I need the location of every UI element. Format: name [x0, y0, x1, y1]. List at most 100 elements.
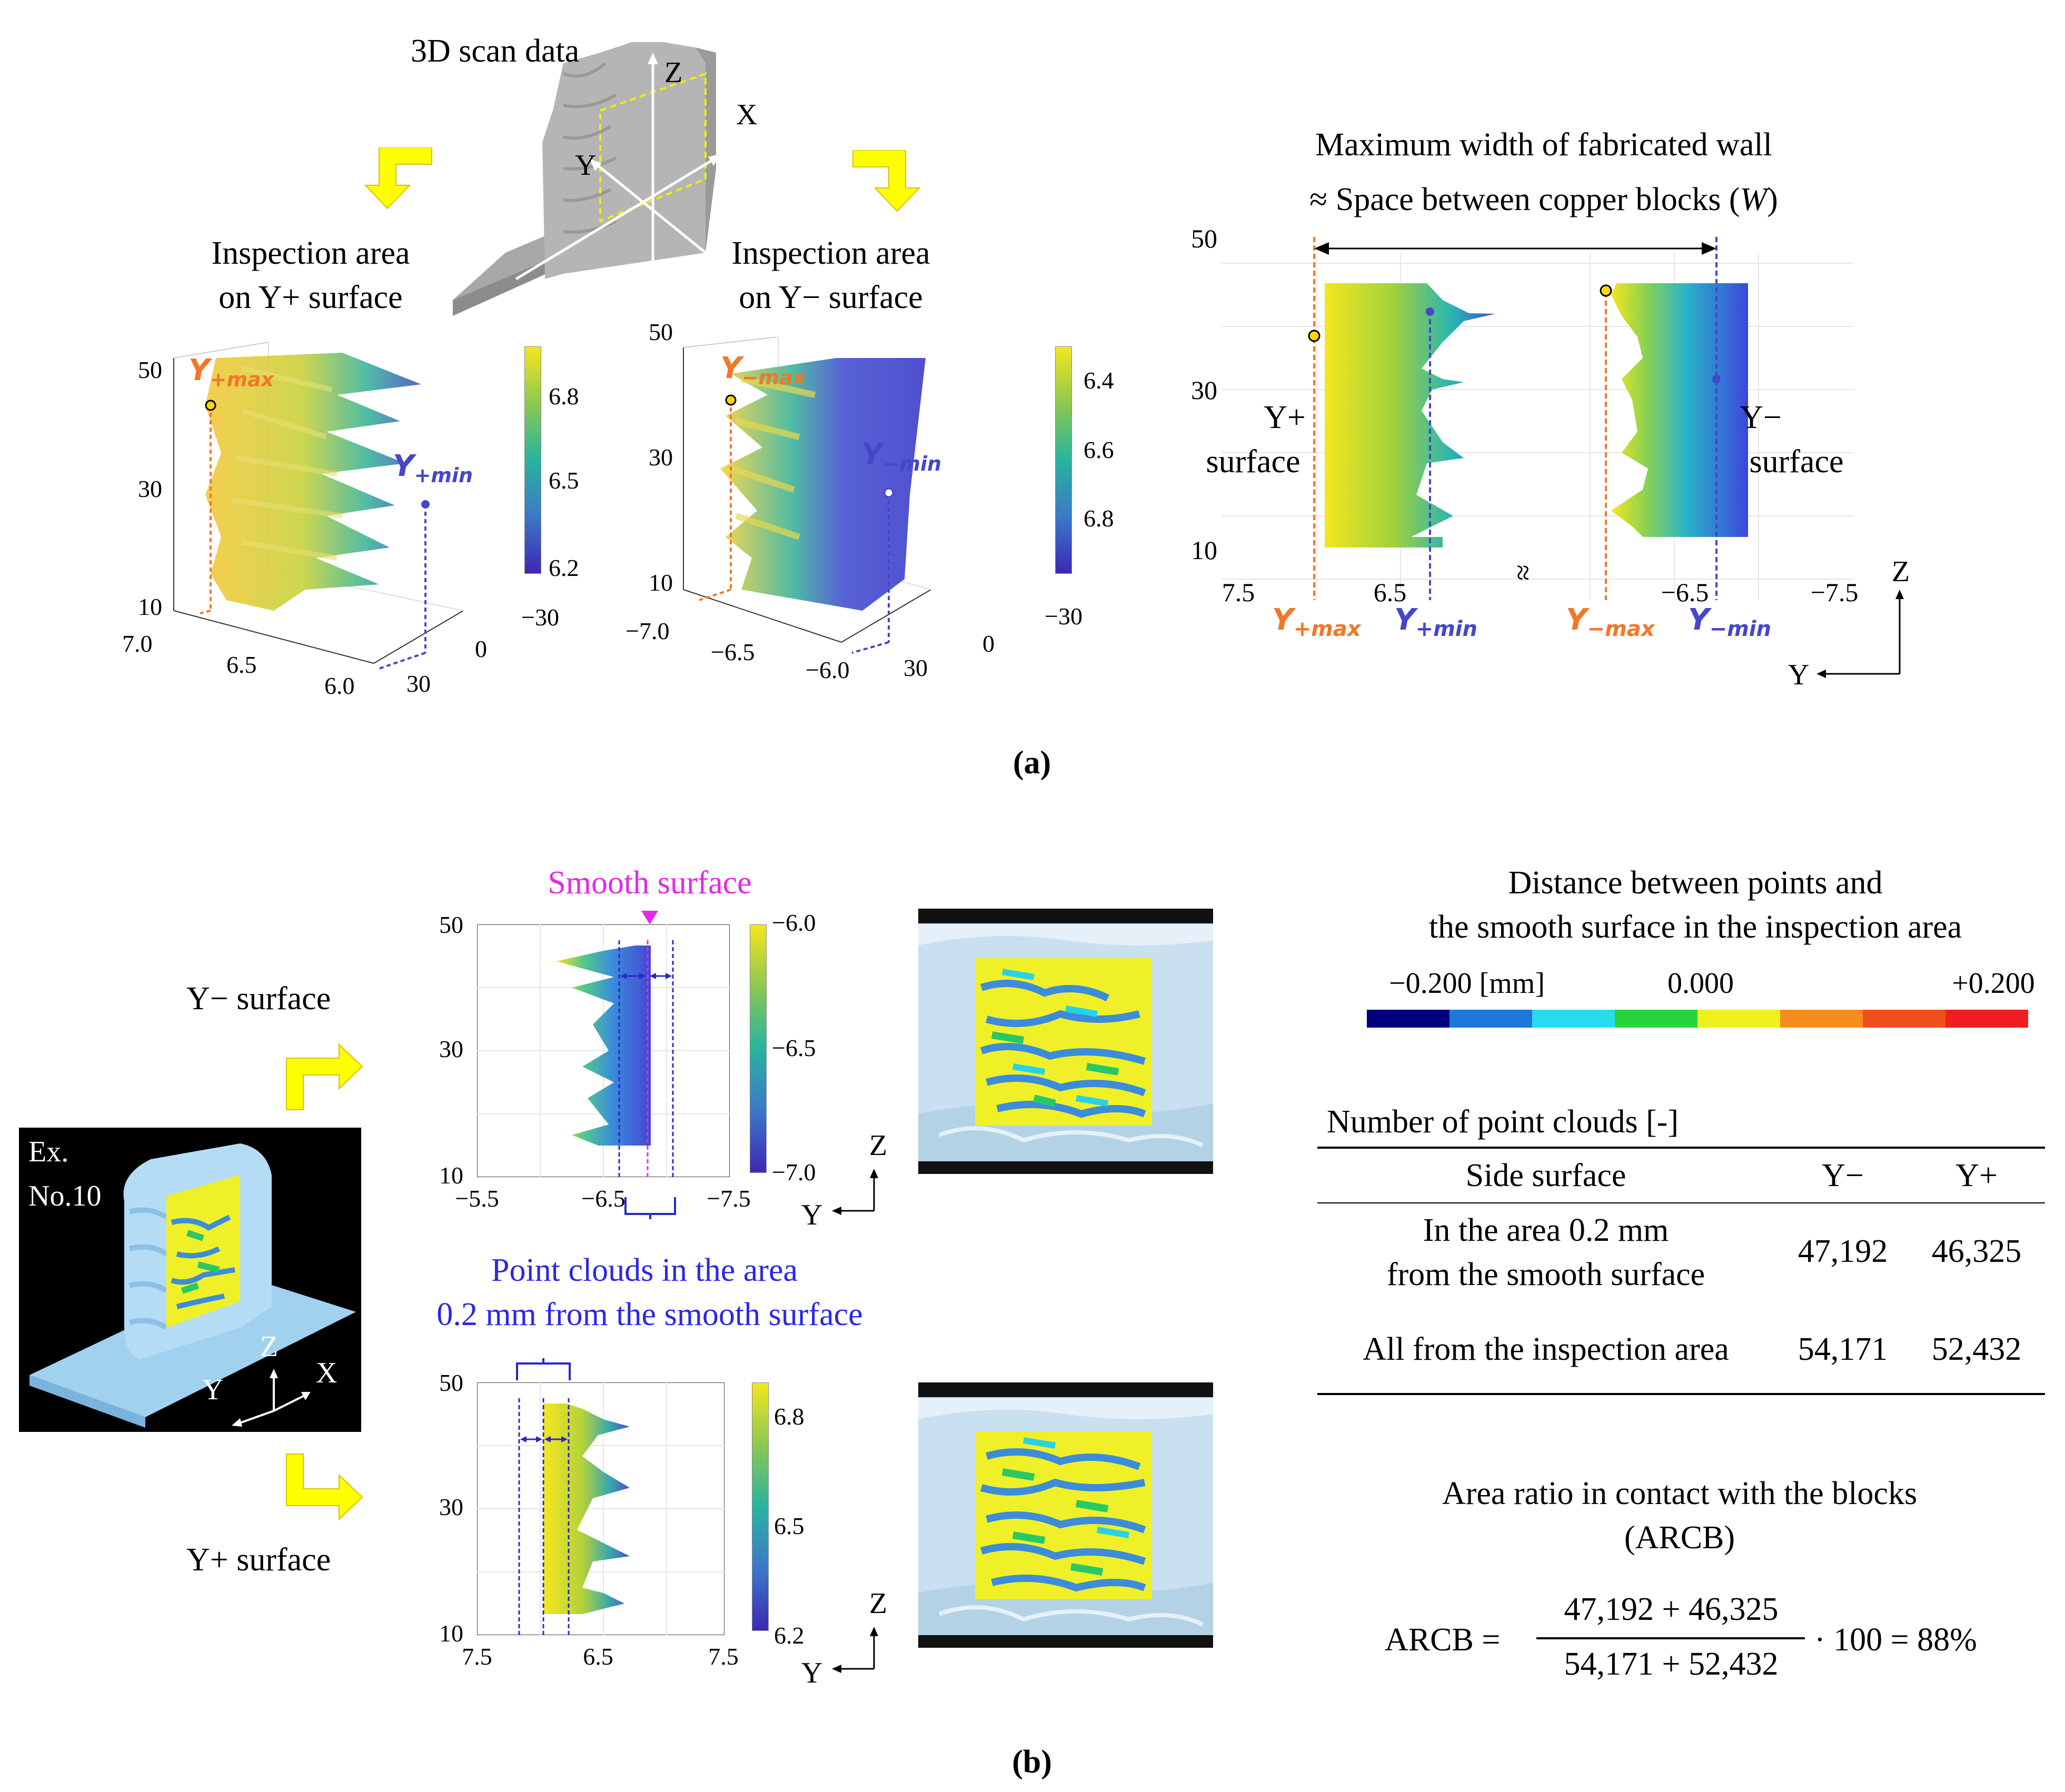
wall-z-tick-50: 50: [1191, 224, 1217, 253]
btop-z-tick-30: 30: [439, 1036, 463, 1062]
bracket-bottom: [516, 1358, 571, 1380]
wall-label-yplus-1: Y+: [1264, 400, 1306, 435]
table-header-side: Side surface: [1465, 1158, 1626, 1193]
plot3d-yminus: [683, 337, 931, 654]
cbar-btop-m7: −7.0: [772, 1159, 816, 1186]
yplus-x-tick-0: 0: [475, 635, 487, 662]
bracket-top: [624, 1197, 676, 1219]
yminus-y-tick-65: −6.5: [711, 639, 755, 665]
plot-b-top: [477, 924, 730, 1177]
yminus-z-tick-50: 50: [649, 318, 673, 345]
scan-3d-model: [453, 42, 721, 316]
colorbar-bbot: [752, 1382, 769, 1631]
colorbar-yminus: [1055, 346, 1072, 574]
plot-b-bottom: [477, 1382, 724, 1635]
scale-label-zero: 0.000: [1667, 967, 1734, 1000]
yminus-y-tick-6: −6.0: [806, 656, 850, 683]
wall-width-plot: [1222, 237, 1853, 600]
scan-title: 3D scan data: [411, 33, 580, 69]
table-row1-label-2: from the smooth surface: [1386, 1257, 1705, 1292]
scale-seg-6: [1780, 1010, 1863, 1028]
colorbar-btop: [750, 924, 767, 1173]
scale-seg-5: [1697, 1010, 1780, 1028]
cbar-bbot-62: 6.2: [774, 1622, 805, 1649]
scale-seg-1: [1367, 1010, 1450, 1028]
table-row2-label: All from the inspection area: [1363, 1331, 1729, 1367]
distance-title-2: the smooth surface in the inspection are…: [1428, 909, 1962, 945]
scale-seg-3: [1532, 1010, 1615, 1028]
table-caption: Number of point clouds [-]: [1327, 1104, 1679, 1140]
wall-label-yminus-max: Y−max: [1566, 603, 1655, 642]
yplus-y-tick-7: 7.0: [122, 630, 153, 657]
yplus-z-tick-50: 50: [138, 356, 162, 383]
scan-axis-y: Y: [575, 149, 597, 182]
btop-axis-z: Z: [869, 1129, 888, 1162]
ex-no10-model: [29, 1143, 356, 1428]
cbar-bbot-65: 6.5: [774, 1512, 805, 1539]
formula-numerator: 47,192 + 46,325: [1564, 1591, 1779, 1627]
ex-axis-x: X: [316, 1357, 337, 1389]
b-label-yplus-surface: Y+ surface: [186, 1542, 331, 1578]
wall-axis-y: Y: [1788, 659, 1810, 691]
yplus-z-tick-30: 30: [138, 475, 162, 502]
point-clouds-note-1: Point clouds in the area: [491, 1252, 798, 1288]
cbar-yminus-68: 6.8: [1084, 505, 1114, 532]
panel-b-label: (b): [1012, 1744, 1052, 1780]
table-row1-label-1: In the area 0.2 mm: [1423, 1212, 1669, 1248]
btop-y-tick-m55: −5.5: [455, 1185, 499, 1212]
bbot-axis-z: Z: [869, 1587, 888, 1620]
yplus-x-tick-30: 30: [406, 670, 431, 697]
arrow-left-down-icon: [364, 147, 432, 210]
cbar-btop-m6: −6.0: [772, 909, 816, 936]
ex-axis-y: Y: [202, 1373, 224, 1406]
cbar-yplus-68: 6.8: [549, 383, 579, 410]
yplus-y-tick-6: 6.0: [324, 672, 355, 699]
wall-label-yminus-2: surface: [1749, 444, 1844, 480]
scale-seg-7: [1863, 1010, 1945, 1028]
insp-plus-line2: on Y+ surface: [219, 280, 403, 315]
insp-plus-line1: Inspection area: [211, 235, 410, 271]
scale-seg-4: [1615, 1010, 1697, 1028]
wall-z-tick-30: 30: [1191, 375, 1217, 405]
ex-label-2: No.10: [28, 1180, 102, 1212]
wall-title-2: ≈ Space between copper blocks (W): [1309, 182, 1778, 217]
table-row1-yplus: 46,325: [1931, 1233, 2022, 1269]
bbot-z-tick-10: 10: [439, 1620, 463, 1647]
surface-render-yminus: [918, 909, 1213, 1174]
arrow-down-right-icon: [286, 1453, 363, 1521]
smooth-surface-marker-icon: [641, 911, 658, 924]
yplus-z-tick-10: 10: [138, 593, 162, 620]
distance-title-1: Distance between points and: [1508, 865, 1883, 901]
wall-axis-z: Z: [1891, 555, 1910, 588]
arcb-title-1: Area ratio in contact with the blocks: [1442, 1476, 1918, 1511]
yplus-y-tick-65: 6.5: [226, 651, 257, 678]
table-header-yplus: Y+: [1955, 1158, 1998, 1193]
bbot-y-tick-75b: 7.5: [708, 1643, 739, 1670]
insp-minus-line1: Inspection area: [731, 235, 930, 271]
cbar-bbot-68: 6.8: [774, 1403, 805, 1430]
table-top-rule: [1317, 1147, 2045, 1149]
btop-y-tick-m75: −7.5: [707, 1185, 751, 1212]
scale-seg-8: [1945, 1010, 2028, 1028]
scan-axis-z: Z: [664, 56, 683, 89]
yplus-x-tick-m30: −30: [521, 604, 559, 631]
cbar-btop-m65: −6.5: [772, 1034, 816, 1061]
plot3d-yplus: [173, 342, 464, 670]
yminus-y-tick-7: −7.0: [626, 618, 670, 644]
table-row1-yminus: 47,192: [1798, 1233, 1888, 1269]
scale-label-max: +0.200: [1952, 967, 2035, 1000]
ex-label-1: Ex.: [28, 1136, 69, 1168]
wall-title-1: Maximum width of fabricated wall: [1315, 127, 1772, 163]
ex-axis-indicator: [232, 1369, 311, 1427]
insp-minus-line2: on Y− surface: [739, 280, 923, 315]
bbot-axis-y: Y: [801, 1657, 823, 1689]
formula-fraction-bar: [1536, 1637, 1805, 1639]
formula-denominator: 54,171 + 52,432: [1564, 1646, 1779, 1682]
bbot-y-tick-75a: 7.5: [462, 1643, 492, 1670]
cbar-yplus-62: 6.2: [549, 554, 579, 581]
wall-label-yplus-max: Y+max: [1272, 603, 1361, 642]
btop-axis-y: Y: [801, 1199, 823, 1231]
table-row2-yplus: 52,432: [1931, 1331, 2022, 1367]
bbot-axis-indicator: [832, 1627, 878, 1673]
label-yminus-max: Y−max: [720, 351, 806, 390]
